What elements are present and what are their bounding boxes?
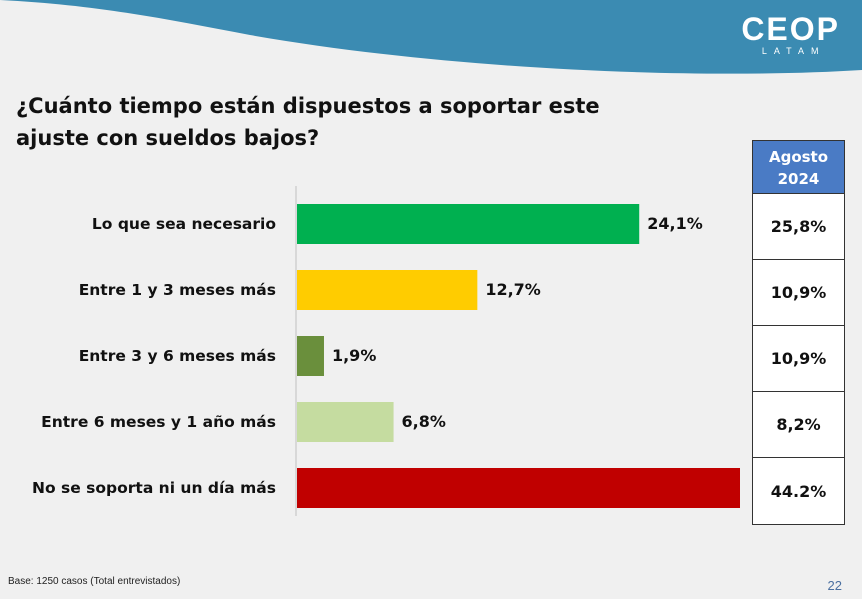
comparison-cell: 8,2% <box>753 392 844 458</box>
logo-main-text: CEOP <box>741 11 840 47</box>
comparison-cell: 25,8% <box>753 194 844 260</box>
bar <box>297 468 740 508</box>
data-label: 24,1% <box>647 214 703 233</box>
comparison-header: Agosto 2024 <box>753 141 844 194</box>
bar-chart: Lo que sea necesario 24,1% Entre 1 y 3 mes… <box>32 186 740 516</box>
page-title: ¿Cuánto tiempo están dispuestos a soport… <box>16 94 600 150</box>
ceop-logo: CEOP LATAM <box>741 12 840 56</box>
page-number: 22 <box>827 578 842 593</box>
bar <box>297 204 640 244</box>
data-label: 6,8% <box>402 412 446 431</box>
comparison-cell: 44.2% <box>770 481 827 501</box>
category-label: Entre 6 meses y 1 año más <box>41 413 276 431</box>
category-label: Entre 1 y 3 meses más <box>79 281 276 299</box>
comparison-cell: 10,9% <box>753 260 844 326</box>
category-label: Lo que sea necesario <box>92 215 276 233</box>
data-label: 12,7% <box>485 280 541 299</box>
comparison-cell: 10,9% <box>753 326 844 392</box>
logo-sub-text: LATAM <box>761 46 826 56</box>
header-banner <box>0 0 862 74</box>
bar <box>297 270 478 310</box>
data-label: 1,9% <box>332 346 376 365</box>
category-label: Entre 3 y 6 meses más <box>79 347 276 365</box>
bar <box>297 336 324 376</box>
comparison-table: Agosto 2024 25,8% 10,9% 10,9% 8,2% 44.2% <box>752 140 845 525</box>
category-label: No se soporta ni un día más <box>32 479 276 497</box>
bar <box>297 402 394 442</box>
base-footnote: Base: 1250 casos (Total entrevistados) <box>8 576 181 587</box>
